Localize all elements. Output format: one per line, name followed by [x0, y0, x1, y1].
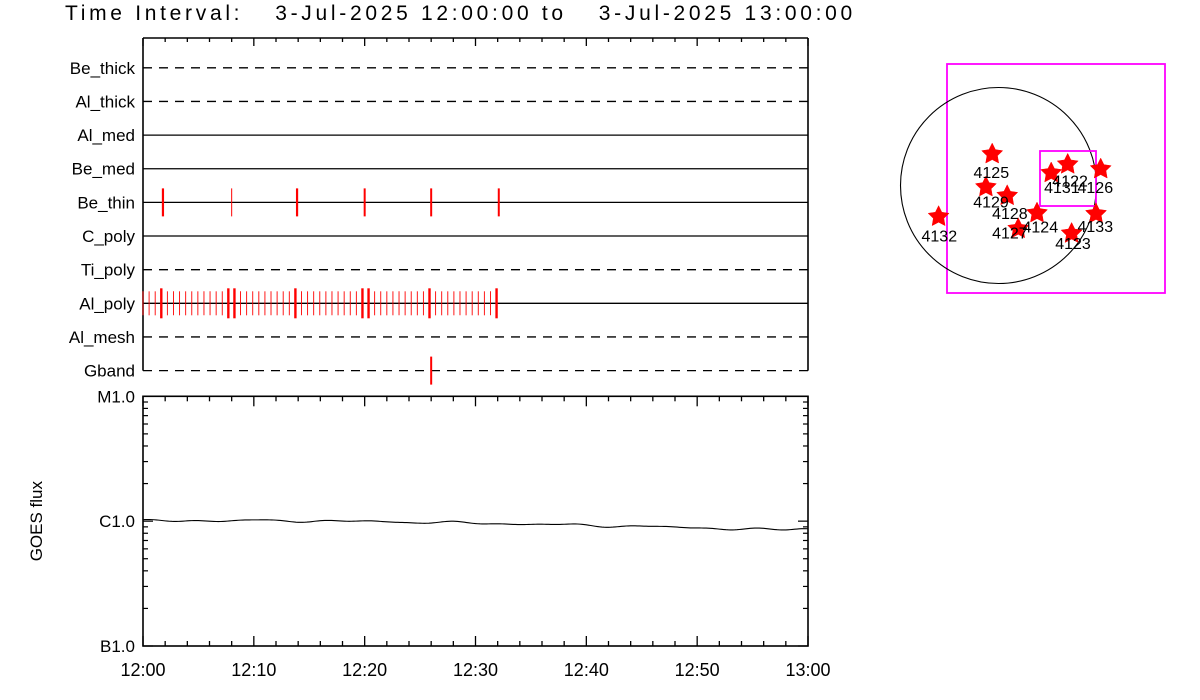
svg-text:C1.0: C1.0	[99, 512, 135, 531]
svg-text:B1.0: B1.0	[100, 637, 135, 656]
svg-text:C_poly: C_poly	[82, 227, 135, 246]
svg-text:Al_med: Al_med	[77, 126, 135, 145]
svg-text:GOES flux: GOES flux	[27, 481, 46, 562]
svg-text:Be_med: Be_med	[72, 160, 135, 179]
svg-text:12:30: 12:30	[453, 660, 498, 680]
svg-text:12:10: 12:10	[231, 660, 276, 680]
svg-text:4133: 4133	[1078, 219, 1114, 236]
svg-text:Be_thick: Be_thick	[70, 59, 136, 78]
svg-text:4132: 4132	[922, 228, 958, 245]
svg-text:4124: 4124	[1023, 220, 1059, 237]
svg-text:Al_thick: Al_thick	[75, 92, 135, 111]
svg-text:Be_thin: Be_thin	[77, 193, 135, 212]
svg-text:M1.0: M1.0	[97, 387, 135, 406]
svg-text:4125: 4125	[974, 165, 1010, 182]
svg-text:Al_poly: Al_poly	[79, 294, 135, 313]
svg-text:Gband: Gband	[84, 362, 135, 381]
svg-text:12:50: 12:50	[675, 660, 720, 680]
svg-text:13:00: 13:00	[785, 660, 830, 680]
svg-text:4126: 4126	[1078, 180, 1114, 197]
svg-text:12:00: 12:00	[120, 660, 165, 680]
svg-text:12:20: 12:20	[342, 660, 387, 680]
svg-text:4123: 4123	[1055, 236, 1091, 253]
svg-text:Al_mesh: Al_mesh	[69, 328, 135, 347]
svg-text:Ti_poly: Ti_poly	[81, 261, 136, 280]
svg-text:12:40: 12:40	[564, 660, 609, 680]
svg-text:Time Interval:3-Jul-2025 12:00: Time Interval: 3-Jul-2025 12:00:00 to 3-Ju…	[65, 2, 856, 25]
